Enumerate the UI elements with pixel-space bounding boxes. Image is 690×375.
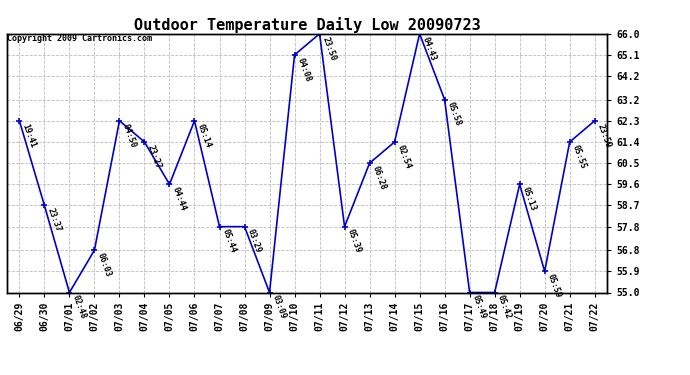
Title: Outdoor Temperature Daily Low 20090723: Outdoor Temperature Daily Low 20090723: [134, 16, 480, 33]
Text: 23:27: 23:27: [146, 143, 163, 170]
Text: 23:59: 23:59: [596, 122, 613, 149]
Text: 05:49: 05:49: [471, 294, 488, 321]
Text: 02:48: 02:48: [71, 294, 88, 321]
Text: 04:08: 04:08: [296, 56, 313, 83]
Text: 05:14: 05:14: [196, 122, 213, 149]
Text: 05:55: 05:55: [571, 143, 588, 170]
Text: 03:09: 03:09: [271, 294, 288, 321]
Text: 05:39: 05:39: [346, 228, 363, 255]
Text: 05:42: 05:42: [496, 294, 513, 321]
Text: 05:58: 05:58: [446, 101, 463, 128]
Text: 06:03: 06:03: [96, 252, 113, 278]
Text: 04:43: 04:43: [421, 35, 438, 62]
Text: 03:29: 03:29: [246, 228, 263, 255]
Text: Copyright 2009 Cartronics.com: Copyright 2009 Cartronics.com: [7, 34, 152, 43]
Text: 05:13: 05:13: [521, 186, 538, 212]
Text: 04:44: 04:44: [171, 186, 188, 212]
Text: 19:41: 19:41: [21, 122, 38, 149]
Text: 02:54: 02:54: [396, 143, 413, 170]
Text: 05:44: 05:44: [221, 228, 238, 255]
Text: 23:37: 23:37: [46, 207, 63, 233]
Text: 06:28: 06:28: [371, 165, 388, 191]
Text: 05:59: 05:59: [546, 273, 563, 299]
Text: 04:50: 04:50: [121, 122, 138, 149]
Text: 23:50: 23:50: [321, 35, 338, 62]
